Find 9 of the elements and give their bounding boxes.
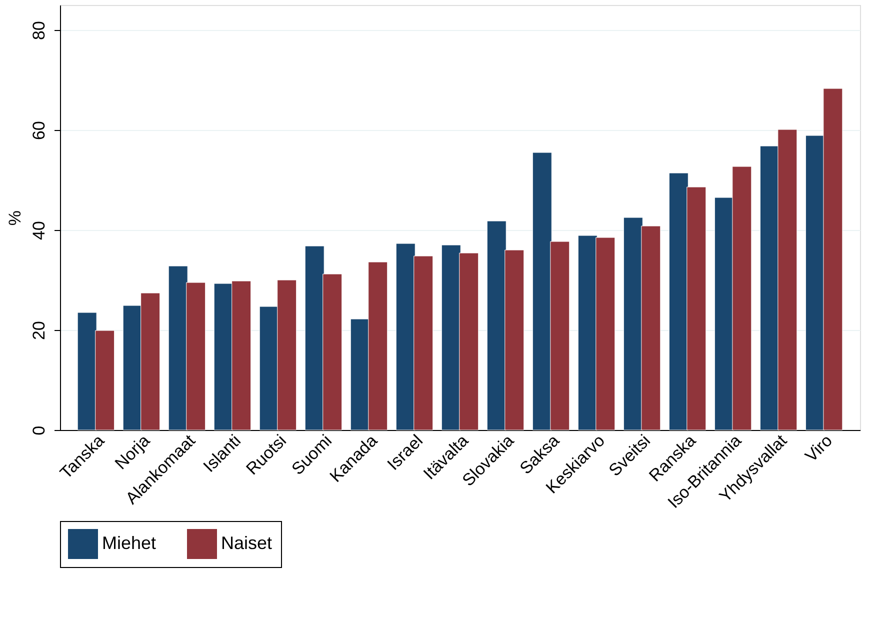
y-axis-title: % bbox=[6, 210, 24, 226]
legend-label: Naiset bbox=[221, 533, 272, 553]
x-tick-label: Viro bbox=[801, 431, 836, 466]
y-tick-label: 40 bbox=[30, 221, 48, 240]
y-tick-label: 80 bbox=[30, 21, 48, 40]
legend-label: Miehet bbox=[102, 533, 156, 553]
y-tick-label: 20 bbox=[30, 321, 48, 340]
y-tick-label: 0 bbox=[30, 426, 48, 436]
y-tick-label: 60 bbox=[30, 121, 48, 140]
